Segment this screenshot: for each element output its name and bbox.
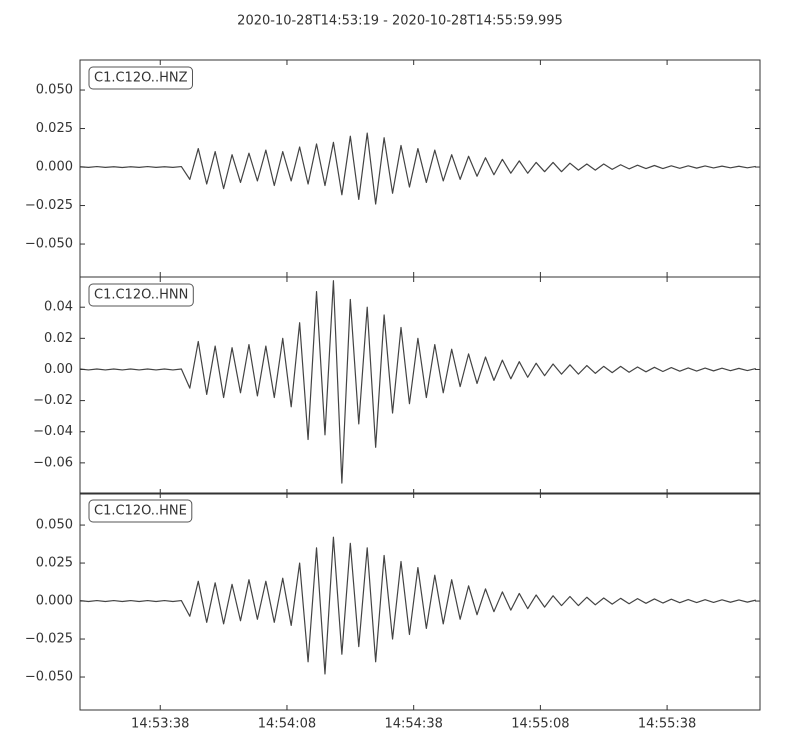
x-tick-label: 14:54:08 [258,717,316,732]
chart-title: 2020-10-28T14:53:19 - 2020-10-28T14:55:5… [237,14,563,29]
y-tick-label: −0.025 [25,632,73,647]
y-tick-label: −0.04 [33,424,73,439]
y-tick-label: 0.050 [36,83,73,98]
y-tick-label: −0.050 [25,237,73,252]
y-tick-label: 0.050 [36,518,73,533]
y-tick-label: 0.00 [44,362,73,377]
y-tick-label: −0.06 [33,455,73,470]
y-tick-label: 0.000 [36,160,73,175]
y-tick-label: −0.050 [25,670,73,685]
panel-frame [79,276,761,495]
y-tick-label: −0.02 [33,393,73,408]
panel-label: C1.C12O..HNE [94,504,187,519]
panel-label-box [88,66,193,90]
x-tick-label: 14:54:38 [384,717,442,732]
y-tick-label: 0.02 [44,331,73,346]
panel-label-box [88,283,194,307]
y-tick-label: −0.025 [25,198,73,213]
x-tick-label: 14:55:08 [511,717,569,732]
x-tick-label: 14:55:38 [638,717,696,732]
panel-frame [79,492,761,711]
panel-label: C1.C12O..HNN [94,288,188,303]
panel-label-box [88,499,193,523]
x-tick-label: 14:53:38 [131,717,189,732]
waveform [79,280,756,484]
panel-label: C1.C12O..HNZ [94,71,188,86]
waveform [79,536,756,675]
waveform [79,132,756,205]
y-tick-label: 0.04 [44,300,73,315]
y-tick-label: 0.025 [36,556,73,571]
y-tick-label: 0.000 [36,594,73,609]
y-tick-label: 0.025 [36,121,73,136]
